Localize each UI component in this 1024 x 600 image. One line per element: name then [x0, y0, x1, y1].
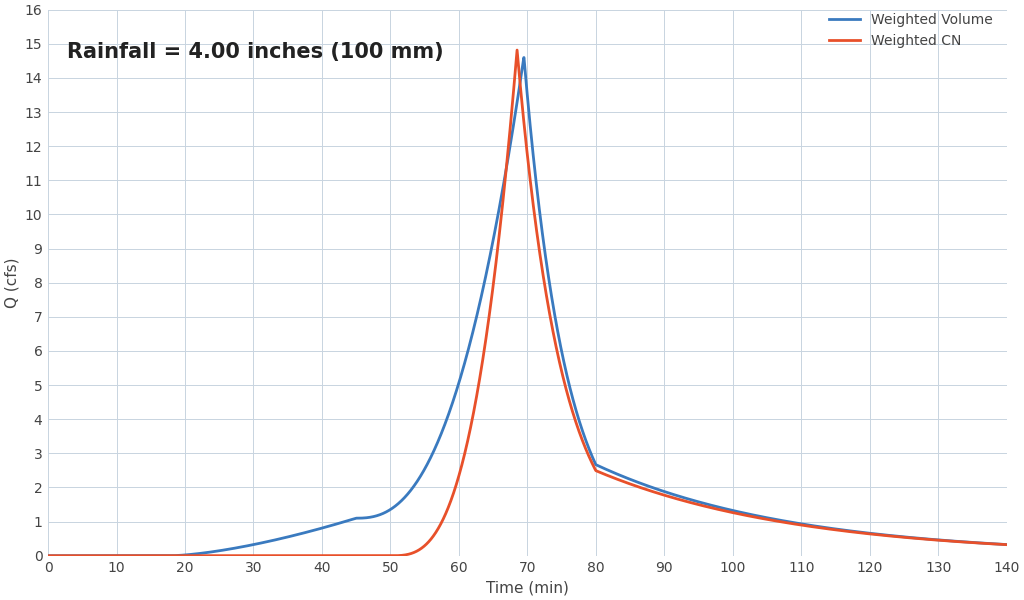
Weighted CN [409, 549, 421, 556]
X-axis label: Time (min): Time (min) [486, 581, 568, 596]
Weighted CN [758, 515, 770, 523]
Weighted CN [666, 494, 678, 501]
Line: Weighted CN: Weighted CN [48, 50, 1007, 556]
Weighted Volume [409, 482, 421, 489]
Weighted CN [511, 46, 523, 53]
Weighted Volume [216, 547, 228, 554]
Weighted Volume [518, 54, 530, 61]
Weighted Volume [758, 514, 770, 521]
Weighted CN [830, 526, 843, 533]
Weighted Volume [42, 552, 54, 559]
Weighted CN [1000, 541, 1013, 548]
Weighted Volume [1000, 541, 1013, 548]
Weighted Volume [830, 526, 843, 533]
Y-axis label: Q (cfs): Q (cfs) [4, 257, 19, 308]
Weighted CN [617, 478, 630, 485]
Text: Rainfall = 4.00 inches (100 mm): Rainfall = 4.00 inches (100 mm) [68, 43, 443, 62]
Weighted Volume [617, 473, 630, 480]
Line: Weighted Volume: Weighted Volume [48, 58, 1007, 556]
Weighted CN [216, 552, 228, 559]
Weighted Volume [666, 490, 678, 497]
Legend: Weighted Volume, Weighted CN: Weighted Volume, Weighted CN [822, 5, 999, 55]
Weighted CN [42, 552, 54, 559]
